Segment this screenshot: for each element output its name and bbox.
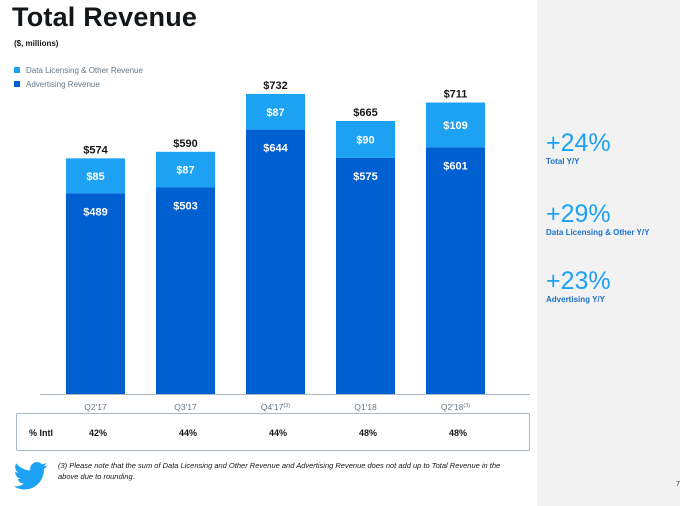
- stat-value: +24%: [546, 129, 611, 157]
- bar-data-licensing: [426, 102, 485, 148]
- intl-value: 44%: [178, 428, 197, 438]
- intl-value: 42%: [88, 428, 107, 438]
- data-label-data-licensing: $90: [356, 134, 374, 146]
- data-label-data-licensing: $85: [86, 171, 104, 183]
- page-number: 7: [676, 481, 680, 488]
- intl-row-label: % Intl: [29, 428, 53, 438]
- data-label-data-licensing: $87: [176, 165, 194, 177]
- data-label-advertising: $644: [263, 143, 288, 155]
- data-label-advertising: $601: [443, 160, 467, 172]
- legend-label-advertising: Advertising Revenue: [26, 79, 100, 89]
- data-label-advertising: $575: [353, 171, 377, 183]
- legend-item-data-licensing: Data Licensing & Other Revenue: [14, 63, 143, 77]
- data-label-total: $590: [173, 138, 197, 150]
- bar-data-licensing: [336, 121, 395, 158]
- x-tick-label: Q4'17(3): [261, 402, 290, 412]
- intl-value: 44%: [268, 428, 287, 438]
- page-subtitle: ($, millions): [14, 39, 59, 48]
- intl-value: 48%: [448, 428, 467, 438]
- x-tick-label: Q1'18: [354, 402, 377, 412]
- x-tick-label: Q3'17: [174, 402, 197, 412]
- bar-advertising: [426, 147, 485, 394]
- x-tick-label: Q2'18(3): [441, 402, 470, 412]
- stat-value: +29%: [546, 200, 611, 228]
- revenue-bar-chart: $489 $85 $574 Q2'17 $503 $87 $590 Q3'17 $644 $87 $…: [40, 80, 530, 412]
- page-title: Total Revenue: [12, 2, 198, 32]
- stat-label: Data Licensing & Other Y/Y: [546, 228, 650, 237]
- data-label-total: $732: [263, 80, 287, 92]
- legend-swatch-data-licensing: [14, 67, 20, 73]
- bar-advertising: [246, 129, 305, 395]
- data-label-data-licensing: $109: [443, 120, 467, 132]
- bar-data-licensing: [66, 158, 125, 194]
- legend-swatch-advertising: [14, 81, 20, 87]
- data-label-advertising: $489: [83, 206, 107, 218]
- legend-item-advertising: Advertising Revenue: [14, 77, 143, 91]
- data-label-advertising: $503: [173, 201, 197, 213]
- x-tick-label: Q2'17: [84, 402, 107, 412]
- bar-advertising: [336, 157, 395, 394]
- legend-label-data-licensing: Data Licensing & Other Revenue: [26, 65, 143, 75]
- data-label-total: $711: [444, 89, 468, 101]
- stat-data-licensing-yoy: +29% Data Licensing & Other Y/Y: [546, 201, 649, 237]
- stat-advertising-yoy: +23% Advertising Y/Y: [546, 268, 611, 304]
- stats-sidebar: [537, 0, 680, 506]
- chart-legend: Data Licensing & Other Revenue Advertisi…: [14, 63, 143, 91]
- data-label-data-licensing: $87: [266, 107, 284, 119]
- twitter-bird-icon: [14, 462, 48, 490]
- bar-advertising: [156, 187, 215, 394]
- bar-data-licensing: [246, 93, 305, 130]
- bar-data-licensing: [156, 151, 215, 188]
- bar-advertising: [66, 193, 125, 394]
- intl-value: 48%: [358, 428, 377, 438]
- data-label-total: $665: [353, 107, 377, 119]
- stat-label: Advertising Y/Y: [546, 295, 605, 304]
- intl-percentage-table: % Intl 42% 44% 44% 48% 48%: [16, 413, 530, 451]
- rounding-footnote: (3) Please note that the sum of Data Lic…: [58, 461, 501, 481]
- stat-label: Total Y/Y: [546, 157, 580, 166]
- data-label-total: $574: [83, 144, 108, 156]
- stat-value: +23%: [546, 267, 611, 295]
- stat-total-yoy: +24% Total Y/Y: [546, 130, 611, 166]
